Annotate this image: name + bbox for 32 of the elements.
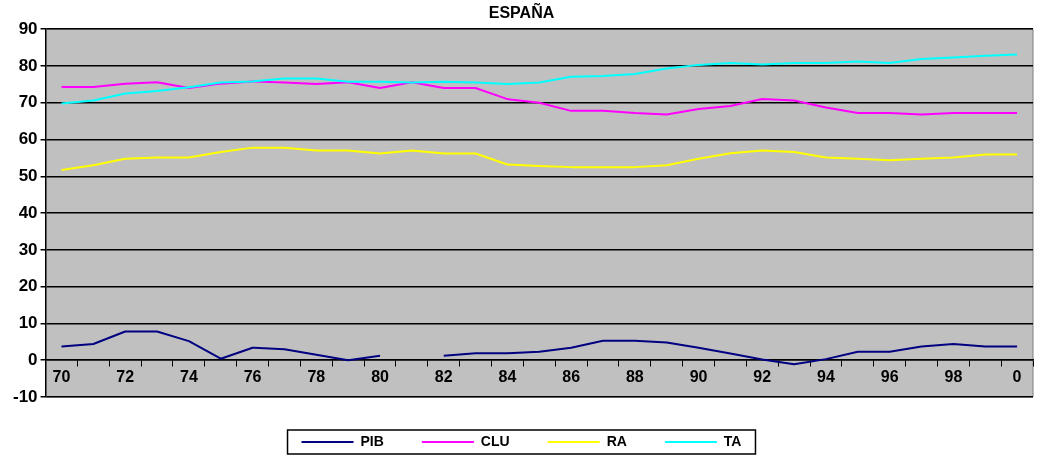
x-tick-label: 94: [817, 368, 835, 386]
y-tick-label: 0: [28, 349, 38, 369]
legend-label: RA: [606, 432, 627, 449]
x-tick-label: 70: [52, 368, 71, 386]
x-tick-label: 82: [434, 368, 453, 386]
y-tick-label: 50: [18, 166, 38, 186]
x-tick-label: 86: [562, 368, 581, 386]
y-tick-label: -10: [12, 386, 38, 406]
x-tick-label: 90: [689, 368, 708, 386]
x-tick-label: 96: [880, 368, 899, 386]
y-tick-label: 40: [18, 202, 38, 222]
x-tick-label: 78: [307, 368, 326, 386]
y-tick-label: 10: [18, 313, 38, 333]
x-tick-label: 92: [753, 368, 772, 386]
legend-label: TA: [723, 432, 742, 449]
y-tick-label: 20: [18, 276, 38, 296]
x-tick-label: 76: [243, 368, 262, 386]
x-tick-label: 80: [371, 368, 390, 386]
y-tick-label: 80: [18, 55, 38, 75]
x-tick-label: 98: [944, 368, 963, 386]
y-tick-label: 90: [18, 18, 38, 38]
legend-label: CLU: [480, 432, 510, 449]
chart-title: ESPAÑA: [488, 2, 555, 22]
legend-label: PIB: [360, 432, 384, 449]
y-tick-label: 60: [18, 129, 38, 149]
x-tick-label: 72: [116, 368, 135, 386]
x-tick-label: 88: [625, 368, 644, 386]
y-tick-label: 30: [18, 239, 38, 259]
x-tick-label: 84: [498, 368, 517, 386]
x-tick-label: 74: [180, 368, 198, 386]
x-tick-label: 0: [1012, 368, 1022, 386]
y-tick-label: 70: [18, 92, 38, 112]
